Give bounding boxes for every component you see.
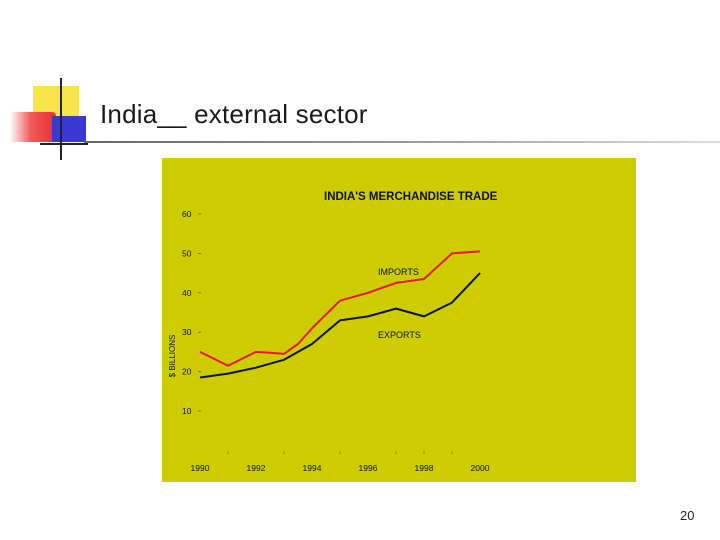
trade-chart: INDIA'S MERCHANDISE TRADE $ BILLIONS 10 2…	[162, 158, 636, 482]
x-tick-label: 1998	[415, 463, 434, 473]
decor-horizontal-line	[40, 143, 88, 145]
y-tick-label: 40	[182, 288, 192, 298]
decor-vertical-line	[60, 78, 62, 160]
y-tick-label: 50	[182, 248, 192, 258]
title-underline-rule	[84, 141, 720, 143]
trade-chart-svg: INDIA'S MERCHANDISE TRADE $ BILLIONS 10 2…	[162, 158, 636, 482]
chart-title: INDIA'S MERCHANDISE TRADE	[324, 191, 498, 203]
legend-exports: EXPORTS	[378, 330, 421, 340]
y-axis-label: $ BILLIONS	[168, 335, 177, 378]
y-tick-label: 10	[182, 406, 192, 416]
decor-blue-square	[52, 116, 86, 142]
x-tick-label: 1990	[191, 463, 210, 473]
y-tick-label: 30	[182, 327, 192, 337]
y-tick-label: 20	[182, 367, 192, 377]
x-tick-label: 1994	[303, 463, 322, 473]
legend-imports: IMPORTS	[378, 267, 419, 277]
decor-red-bar	[10, 112, 56, 142]
page-number: 20	[680, 508, 695, 523]
x-tick-label: 1992	[247, 463, 266, 473]
slide-title: India__ external sector	[100, 99, 368, 129]
x-tick-label: 2000	[471, 463, 490, 473]
x-tick-label: 1996	[359, 463, 378, 473]
series-line-exports	[199, 272, 481, 379]
series-line-imports	[199, 250, 481, 367]
y-tick-label: 60	[182, 209, 192, 219]
chart-background	[162, 158, 636, 482]
